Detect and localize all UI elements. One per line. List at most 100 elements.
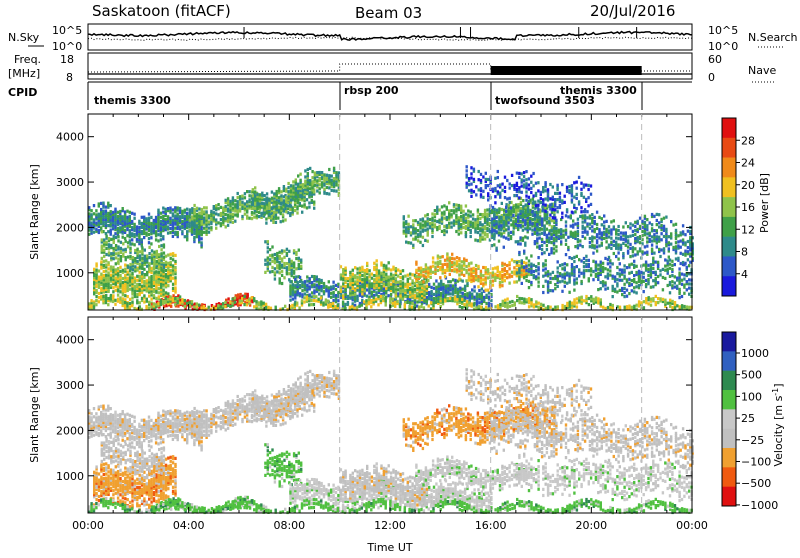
power-cell (107, 212, 109, 215)
power-cell (385, 273, 387, 276)
power-cell (652, 271, 654, 274)
power-cell (98, 229, 100, 232)
power-cell (191, 207, 193, 210)
power-cell (280, 207, 282, 210)
power-cell (438, 225, 440, 228)
power-cell (323, 282, 325, 285)
power-cell (276, 190, 278, 193)
power-cell (605, 220, 607, 223)
power-cell (655, 277, 657, 280)
power-cell (596, 245, 598, 248)
power-cell (308, 201, 310, 204)
power-cell (115, 256, 117, 259)
power-cell (390, 293, 392, 296)
power-cell (189, 208, 191, 211)
power-cell (198, 216, 200, 219)
power-cell (239, 207, 241, 210)
power-cell (517, 220, 519, 223)
power-cell (482, 278, 484, 281)
power-cell (663, 225, 665, 228)
power-cell (577, 238, 579, 241)
power-cell (478, 293, 480, 296)
power-cell (264, 271, 266, 274)
power-cell (501, 202, 503, 205)
power-cell (368, 269, 370, 272)
power-cell (651, 244, 653, 247)
power-cell (274, 267, 276, 270)
power-cell (507, 225, 509, 228)
power-cell (622, 238, 624, 241)
power-cell (330, 296, 332, 299)
power-cell (344, 285, 346, 288)
power-cell (141, 297, 143, 300)
power-cell (479, 221, 481, 224)
power-cell (179, 225, 181, 228)
power-cell (136, 299, 138, 302)
power-cell (427, 227, 429, 230)
power-cell (162, 235, 164, 238)
power-cell (289, 280, 291, 283)
power-cell (122, 215, 124, 218)
power-cell (256, 214, 258, 217)
power-cell (299, 173, 301, 176)
power-cell (271, 260, 273, 263)
power-cell (283, 210, 285, 213)
power-cell (306, 206, 308, 209)
power-cell (680, 246, 682, 249)
power-cell (505, 206, 507, 209)
power-cell (669, 259, 671, 262)
power-cell (557, 266, 559, 269)
power-cell (453, 203, 455, 206)
power-cell (264, 198, 266, 201)
power-cell (626, 266, 628, 269)
power-cell (405, 220, 407, 223)
power-cell (437, 255, 439, 258)
power-cell (528, 268, 530, 271)
power-cell (584, 226, 586, 229)
frequency-traces (88, 64, 692, 75)
power-cell (402, 281, 404, 284)
power-cell (107, 303, 109, 306)
power-cell (680, 240, 682, 243)
power-cell (598, 244, 600, 247)
power-cell (547, 280, 549, 283)
power-cell (220, 206, 222, 209)
power-cell (279, 251, 281, 254)
power-cell (601, 223, 603, 226)
power-cell (150, 216, 152, 219)
power-cell (534, 214, 536, 217)
power-cell (227, 207, 229, 210)
power-cell (239, 195, 241, 198)
power-cell (561, 290, 563, 293)
power-cell (517, 224, 519, 227)
power-cell (511, 275, 513, 278)
power-cell (609, 274, 611, 277)
power-cell (574, 223, 576, 226)
power-cell (652, 267, 654, 270)
power-cell (524, 219, 526, 222)
power-cell (477, 285, 479, 288)
power-cell (596, 239, 598, 242)
power-cell (90, 299, 92, 302)
power-cell (458, 257, 460, 260)
power-cell (114, 303, 116, 306)
power-cell (419, 230, 421, 233)
power-cell (115, 236, 117, 239)
power-cell (510, 235, 512, 238)
power-cell (330, 292, 332, 295)
power-cell (574, 210, 576, 213)
power-cell (596, 249, 598, 252)
power-cell (548, 217, 550, 220)
power-cell (680, 252, 682, 255)
power-cell (403, 221, 405, 224)
power-cell (352, 291, 354, 294)
power-cell (174, 214, 176, 217)
power-cell (426, 296, 428, 299)
power-cell (552, 289, 554, 292)
power-cell (264, 263, 266, 266)
power-cell (307, 172, 309, 175)
power-cell (412, 219, 414, 222)
power-cell (117, 267, 119, 270)
power-cell (399, 276, 401, 279)
power-cell (550, 229, 552, 232)
